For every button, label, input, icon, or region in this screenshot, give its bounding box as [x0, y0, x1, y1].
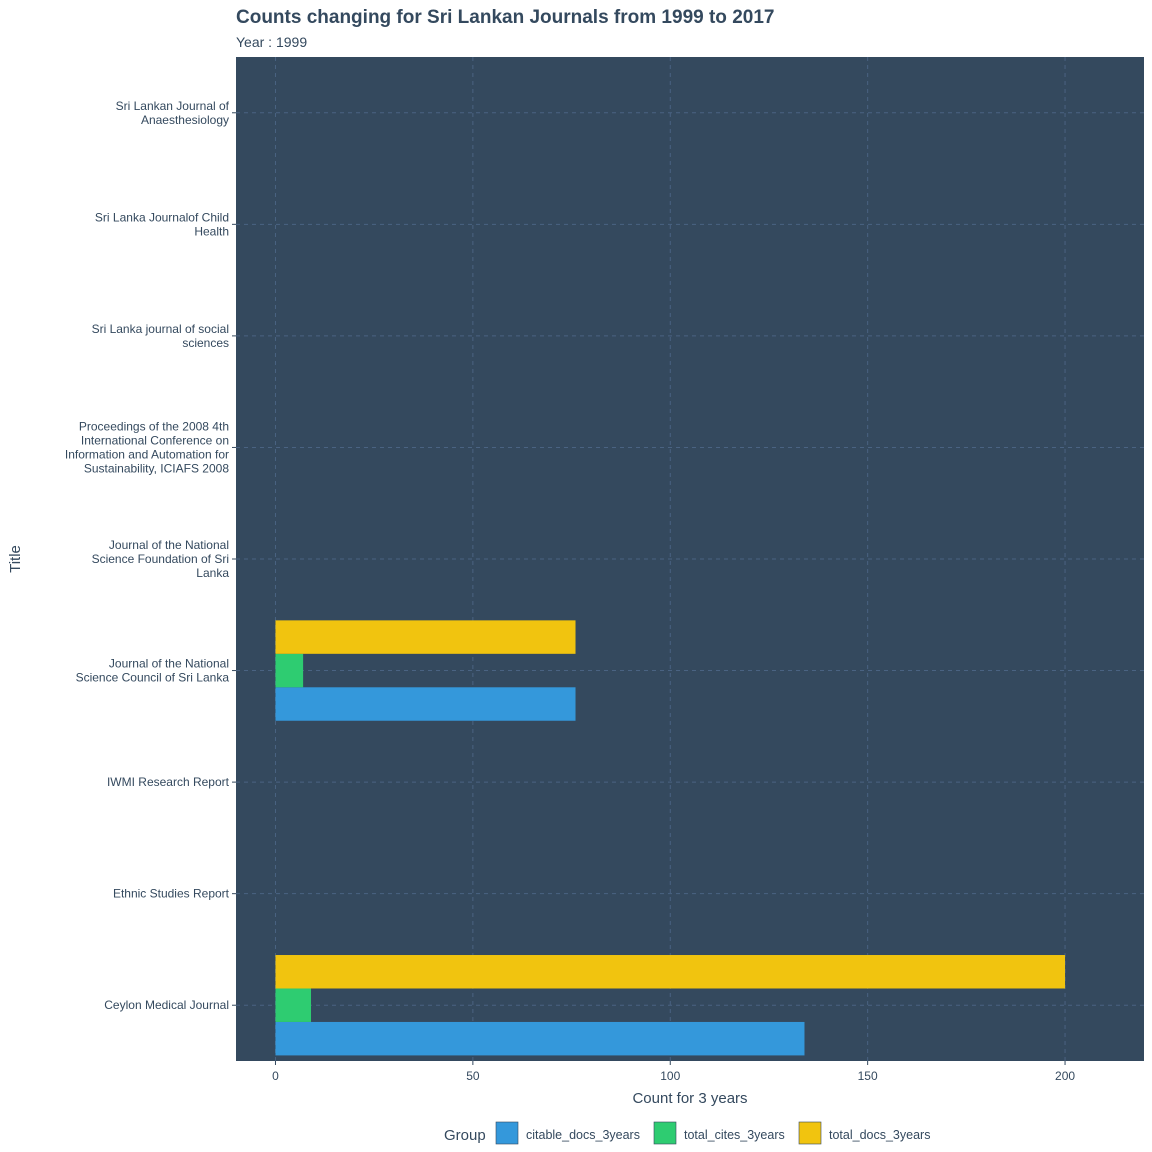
x-axis-labels: 0 50 100 150 200 — [272, 1061, 1075, 1083]
x-tick-label: 100 — [660, 1069, 680, 1083]
bar-citable_docs_3years — [275, 687, 576, 721]
x-tick-label: 150 — [858, 1069, 878, 1083]
x-axis-title: Count for 3 years — [632, 1090, 747, 1107]
chart-title: Counts changing for Sri Lankan Journals … — [236, 7, 774, 28]
x-tick-label: 200 — [1055, 1069, 1075, 1083]
legend: Group citable_docs_3years total_cites_3ye… — [444, 1121, 930, 1145]
y-tick-label: Sri Lankan Journal of Anaesthesiology — [116, 99, 230, 127]
legend-label-total_docs_3years: total_docs_3years — [829, 1128, 930, 1142]
y-tick-label: Ceylon Medical Journal — [104, 998, 229, 1012]
y-tick-label: Journal of the National Science Foundatio… — [92, 538, 230, 580]
x-tick-label: 50 — [466, 1069, 480, 1083]
bar-total_cites_3years — [275, 653, 304, 688]
legend-key-citable_docs_3years — [495, 1121, 519, 1145]
bar-total_docs_3years — [275, 955, 1066, 989]
y-tick-label: Sri Lanka journal of social sciences — [92, 322, 229, 350]
y-axis-labels: Sri Lankan Journal of Anaesthesiology Sri … — [65, 99, 236, 1012]
bars — [275, 620, 1066, 1056]
y-tick-label: Ethnic Studies Report — [113, 887, 230, 901]
y-axis-title: Title — [7, 545, 24, 573]
y-tick-label: Journal of the National Science Council o… — [76, 657, 230, 685]
bar-total_docs_3years — [275, 620, 576, 654]
legend-key-total_docs_3years — [798, 1121, 822, 1145]
legend-label-total_cites_3years: total_cites_3years — [684, 1128, 785, 1142]
y-tick-label: Proceedings of the 2008 4th International… — [65, 419, 229, 475]
bar-total_cites_3years — [275, 988, 312, 1022]
x-tick-label: 0 — [272, 1069, 279, 1083]
chart-subtitle: Year : 1999 — [236, 34, 307, 50]
y-tick-label: Sri Lanka Journalof Child Health — [95, 210, 229, 238]
y-tick-label: IWMI Research Report — [107, 775, 230, 789]
legend-title: Group — [444, 1127, 486, 1144]
plot-panel — [236, 57, 1144, 1061]
legend-key-total_cites_3years — [653, 1121, 677, 1145]
legend-label-citable_docs_3years: citable_docs_3years — [526, 1128, 640, 1142]
bar-citable_docs_3years — [275, 1021, 805, 1056]
